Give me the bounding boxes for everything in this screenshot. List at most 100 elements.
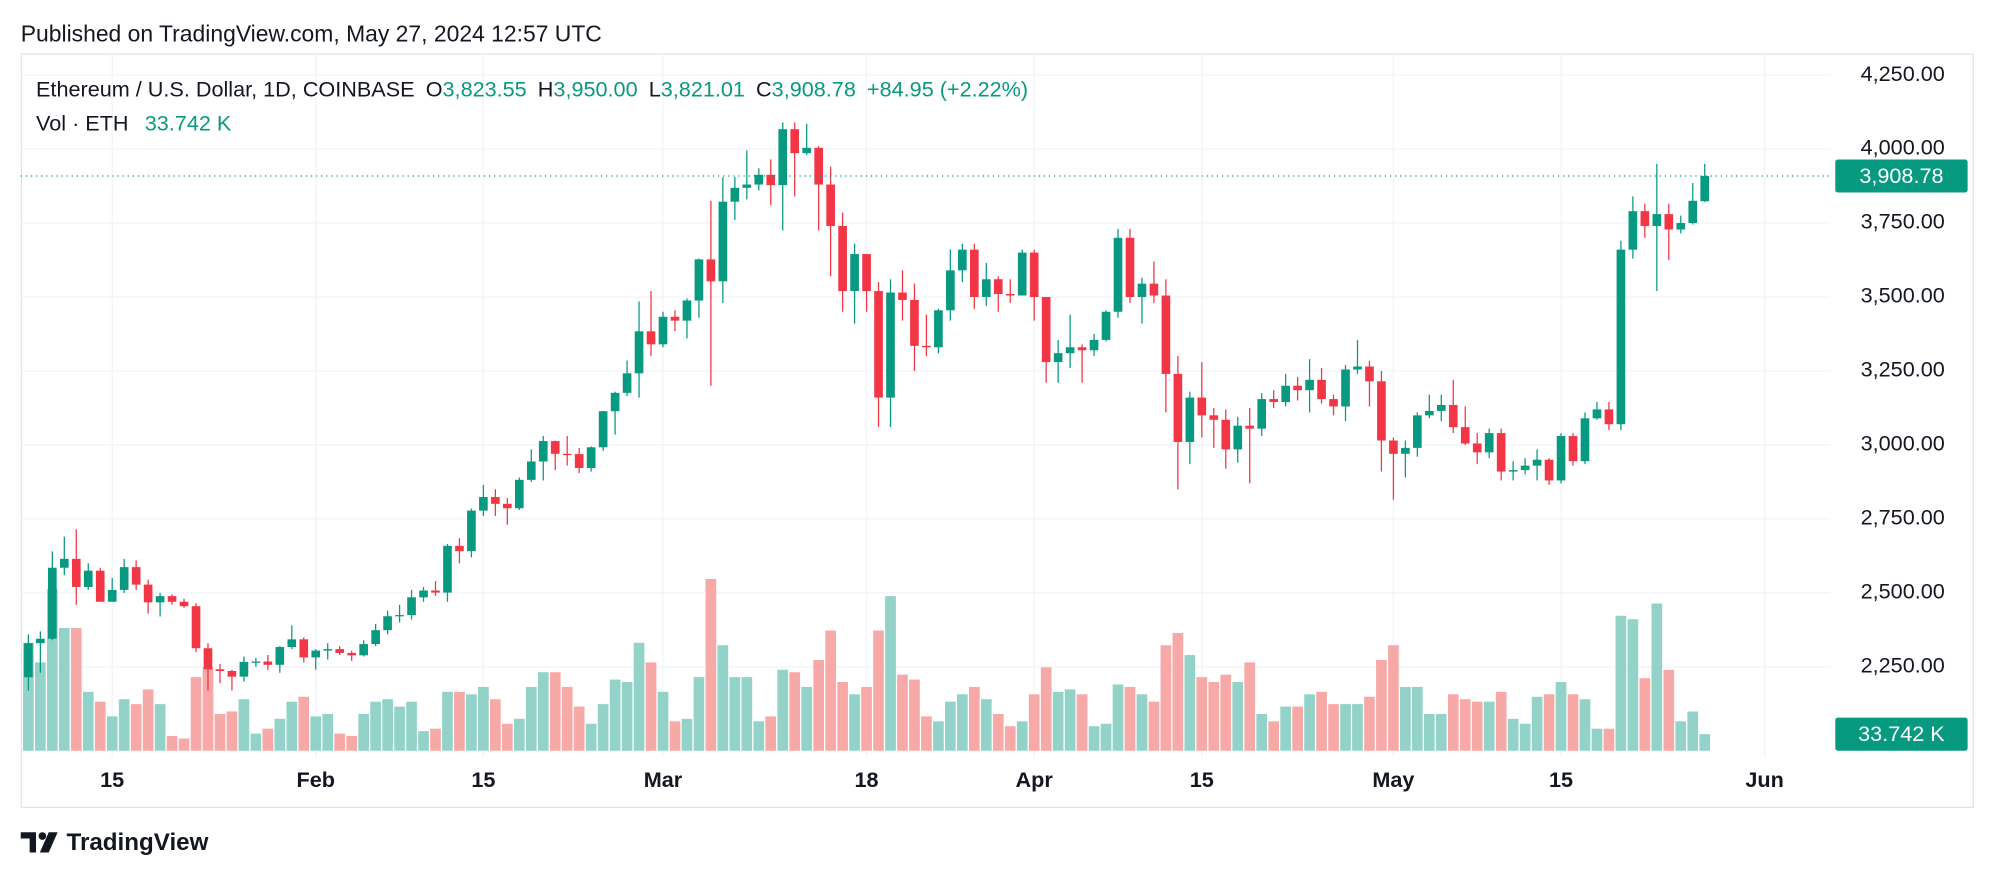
candle-body (1484, 433, 1494, 453)
volume-bar (1268, 721, 1280, 751)
candle-body (838, 225, 847, 292)
candle-body (1293, 385, 1302, 391)
candle-body (1616, 249, 1626, 425)
x-tick-label: May (1372, 767, 1414, 792)
x-tick-label: 15 (100, 767, 124, 792)
x-tick-label: Jun (1745, 767, 1783, 792)
candle-body (526, 461, 536, 480)
volume-bar (717, 645, 729, 751)
volume-bar (1603, 728, 1615, 751)
volume-bar (382, 699, 393, 751)
candle-body (634, 331, 644, 374)
candle-body (1604, 409, 1614, 425)
candle-body (910, 299, 919, 346)
volume-bar (1687, 711, 1699, 751)
candle-body (1317, 379, 1326, 400)
volume-bar (980, 699, 992, 751)
volume-bar (1447, 694, 1459, 751)
candle-body (1149, 283, 1159, 296)
axes: 2,250.00 2,500.00 2,750.00 3,000.00 3,250.00… (20, 61, 1968, 792)
candle-body (958, 249, 967, 271)
volume-bar (1663, 669, 1675, 751)
candle-body (299, 639, 309, 658)
candle-body (323, 649, 333, 651)
volume-tag (1835, 717, 1968, 751)
volume-bar (250, 733, 262, 751)
volume-bar (1232, 682, 1244, 751)
candle-body (1532, 459, 1542, 466)
candle-body (287, 639, 297, 648)
volume-bar (214, 713, 226, 751)
candle-body (1113, 237, 1123, 312)
volume-bar (789, 672, 801, 751)
candle-body (407, 597, 416, 616)
y-tick-label: 2,250.00 (1861, 653, 1945, 678)
open-value: 3,823.55 (443, 76, 527, 101)
volume-bar (561, 686, 573, 751)
volume-bar (274, 718, 286, 751)
volume-bar (729, 677, 741, 751)
volume-bar (478, 686, 489, 751)
candle-body (754, 174, 764, 185)
candle-body (443, 545, 452, 593)
volume-bar (346, 736, 358, 751)
volume-bar (837, 682, 848, 751)
volume-bar (106, 716, 118, 751)
volume-bar (1555, 682, 1567, 751)
brand: TradingView (67, 829, 209, 856)
candle-body (802, 147, 812, 154)
candle-body (239, 661, 249, 677)
volume-bar (1376, 659, 1387, 751)
volume-bar (1136, 694, 1148, 751)
candle-body (1353, 366, 1362, 370)
volume-bar (741, 677, 753, 751)
symbol: Ethereum / U.S. Dollar, 1D, COINBASE (36, 76, 415, 101)
candle-body (922, 345, 931, 348)
candle-body (503, 503, 512, 509)
volume-bar (633, 642, 645, 751)
candle-body (1257, 399, 1267, 429)
volume-bar (801, 686, 813, 751)
y-tick-label: 3,250.00 (1861, 357, 1945, 382)
candle-body (946, 270, 955, 311)
volume-bar (873, 630, 884, 751)
candle-body (514, 479, 524, 509)
volume-bar (322, 713, 334, 751)
volume-bar (35, 662, 46, 751)
x-tick-label: Feb (297, 767, 335, 792)
legend: Ethereum / U.S. Dollar, 1D, COINBASE O3,… (36, 76, 1028, 101)
candle-body (1389, 440, 1398, 454)
candle-body (1676, 222, 1686, 230)
candle-body (550, 441, 560, 454)
volume-bar (777, 669, 789, 751)
candle-body (1508, 470, 1518, 472)
candle-body (1341, 369, 1350, 407)
candle-body (203, 648, 213, 670)
candle-body (1425, 410, 1434, 416)
candle-body (335, 649, 345, 653)
candle-body (1077, 347, 1087, 351)
volume-bar (992, 713, 1004, 751)
candle-body (646, 331, 656, 345)
volume-bar (693, 677, 705, 751)
high-value: 3,950.00 (553, 76, 637, 101)
volume-bar (1459, 699, 1471, 751)
volume-bar (549, 672, 561, 751)
x-tick-label: Mar (644, 767, 683, 792)
candle-body (694, 259, 704, 301)
volume-bar (1388, 645, 1399, 751)
volume-bar (1244, 662, 1256, 751)
volume-bar (418, 731, 429, 751)
close-letter: C (756, 76, 772, 101)
volume-bar (1040, 667, 1052, 751)
candle-body (1017, 252, 1027, 296)
volume-bar (597, 704, 609, 751)
volume-bar (1088, 726, 1100, 751)
volume-bar (142, 689, 154, 751)
candle-body (862, 254, 871, 292)
low-letter: L (649, 76, 661, 101)
candle-body (814, 147, 823, 185)
candle-body (431, 590, 440, 593)
volume-bar (1316, 691, 1327, 751)
volume-bar (1112, 684, 1124, 751)
